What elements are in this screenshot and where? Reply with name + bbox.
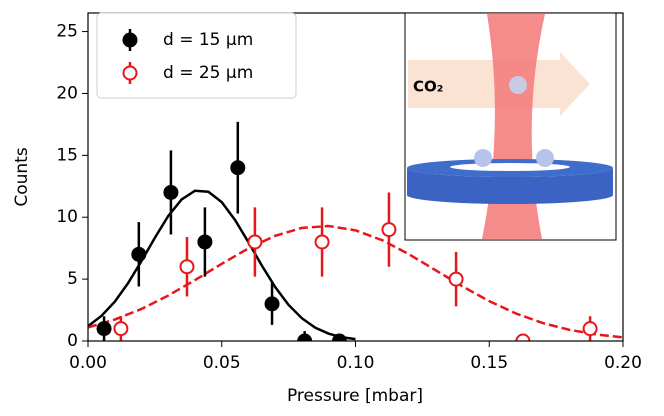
legend-frame xyxy=(96,12,297,99)
data-point xyxy=(247,234,263,250)
data-point xyxy=(96,321,112,337)
disk-side xyxy=(407,168,613,204)
plot-area xyxy=(88,121,623,341)
legend: d = 15 μm d = 25 μm xyxy=(96,12,297,99)
legend-marker xyxy=(122,32,138,48)
disk-hole xyxy=(450,163,570,171)
data-point xyxy=(163,184,179,200)
data-point xyxy=(230,160,246,176)
data-point xyxy=(197,234,213,250)
x-tick-label: 0.05 xyxy=(203,353,241,373)
fit-curve xyxy=(88,189,356,341)
y-tick-label: 5 xyxy=(67,269,78,289)
legend-label: d = 15 μm xyxy=(163,30,253,50)
inset-label: CO₂ xyxy=(413,78,443,96)
data-point xyxy=(582,321,598,337)
fit-curve xyxy=(88,224,623,339)
data-point xyxy=(179,259,195,275)
data-point xyxy=(264,296,280,312)
x-axis-label: Pressure [mbar] xyxy=(287,386,423,406)
y-tick-label: 10 xyxy=(56,207,78,227)
legend-label: d = 25 μm xyxy=(163,63,253,83)
y-tick-label: 20 xyxy=(56,83,78,103)
data-point xyxy=(448,271,464,287)
data-point xyxy=(113,321,129,337)
y-axis-label: Counts xyxy=(12,147,32,206)
data-point xyxy=(314,234,330,250)
y-tick-label: 25 xyxy=(56,22,78,42)
x-tick-label: 0.00 xyxy=(69,353,107,373)
x-tick-label: 0.15 xyxy=(470,353,508,373)
inset: CO₂ xyxy=(404,12,617,241)
data-point xyxy=(381,222,397,238)
data-point xyxy=(515,333,531,341)
data-point xyxy=(131,246,147,262)
y-tick-label: 0 xyxy=(67,331,78,351)
data-point xyxy=(331,333,347,341)
particle xyxy=(536,149,554,167)
data-point xyxy=(297,333,313,341)
x-tick-label: 0.20 xyxy=(604,353,642,373)
particle xyxy=(474,149,492,167)
y-tick-label: 15 xyxy=(56,145,78,165)
x-tick-label: 0.10 xyxy=(337,353,375,373)
particle xyxy=(509,76,527,94)
legend-marker xyxy=(122,65,138,81)
